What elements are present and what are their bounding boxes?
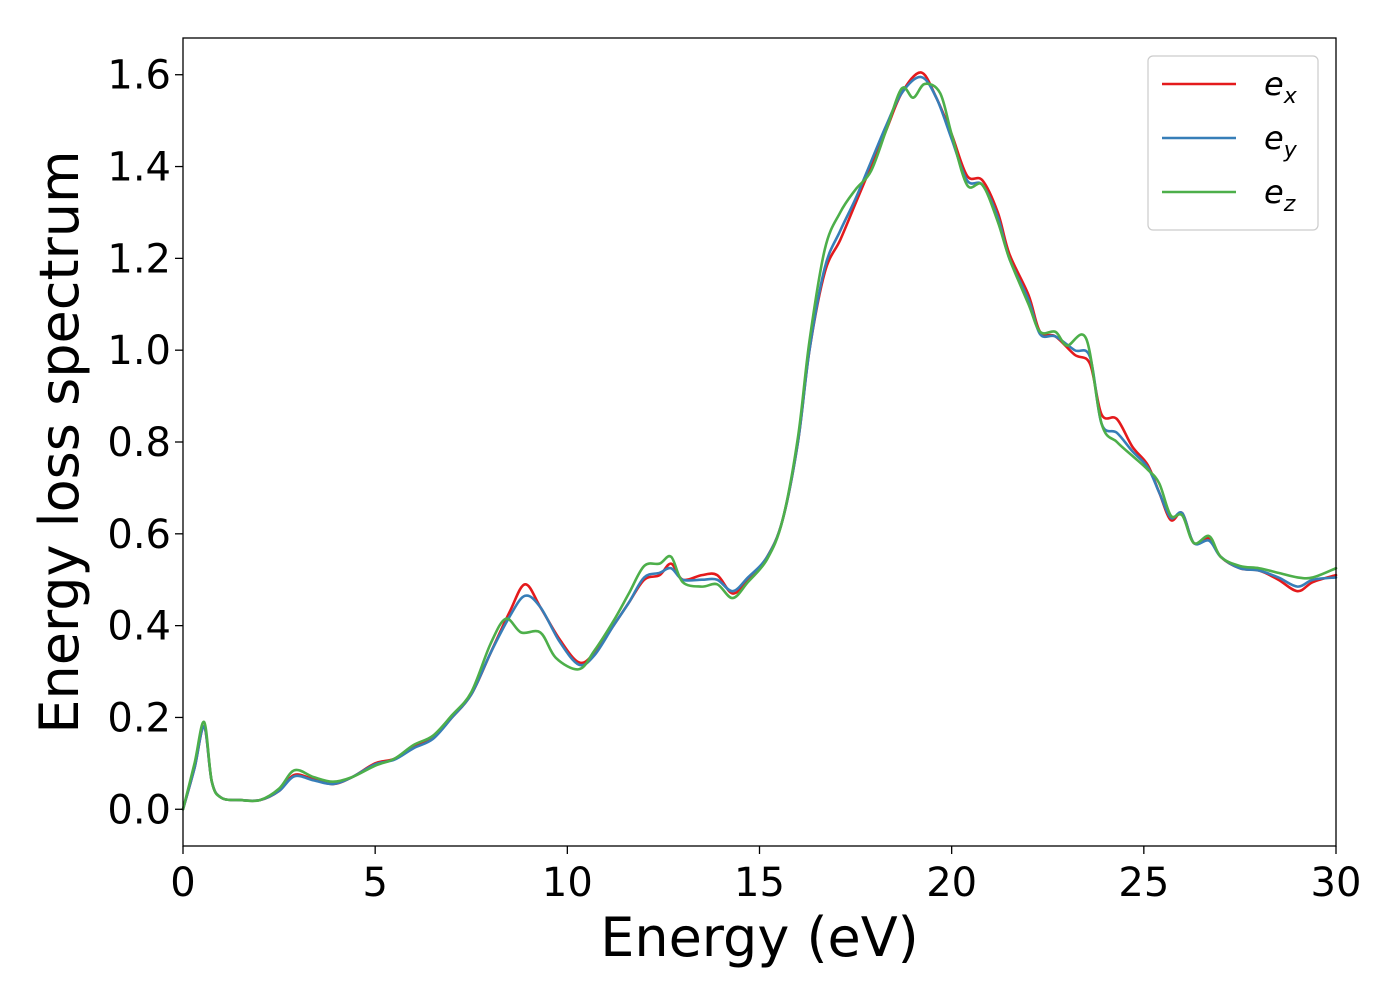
- y-tick-label: 0.2: [107, 695, 171, 741]
- x-tick-label: 15: [734, 860, 785, 906]
- legend-box: [1147, 55, 1319, 231]
- series-line-z: [181, 82, 1338, 811]
- y-tick-label: 0.4: [107, 604, 171, 650]
- legend-label-z: ez: [1264, 173, 1296, 217]
- x-axis-label: Energy (eV): [600, 906, 919, 969]
- x-tick-label: 5: [362, 860, 387, 906]
- x-tick-label: 0: [170, 860, 195, 906]
- x-axis: 0 5 10 15 20 25 30: [170, 846, 1361, 906]
- x-tick-label: 10: [542, 860, 593, 906]
- legend: ex ey ez: [1147, 55, 1319, 231]
- series-layer: [181, 71, 1338, 811]
- y-tick-label: 1.0: [107, 328, 171, 374]
- y-tick-label: 0.0: [107, 787, 171, 833]
- y-tick-label: 1.2: [107, 236, 171, 282]
- y-tick-label: 0.6: [107, 512, 171, 558]
- x-tick-label: 20: [926, 860, 977, 906]
- y-tick-label: 0.8: [107, 420, 171, 466]
- y-tick-label: 1.4: [107, 145, 171, 191]
- y-axis-label: Energy loss spectrum: [28, 150, 91, 733]
- x-tick-label: 30: [1311, 860, 1362, 906]
- y-tick-label: 1.6: [107, 53, 171, 99]
- y-axis: 0.0 0.2 0.4 0.6 0.8 1.0 1.2 1.4 1.6: [107, 53, 183, 833]
- legend-label-x: ex: [1264, 65, 1298, 109]
- x-tick-label: 25: [1118, 860, 1169, 906]
- legend-label-y: ey: [1264, 119, 1298, 163]
